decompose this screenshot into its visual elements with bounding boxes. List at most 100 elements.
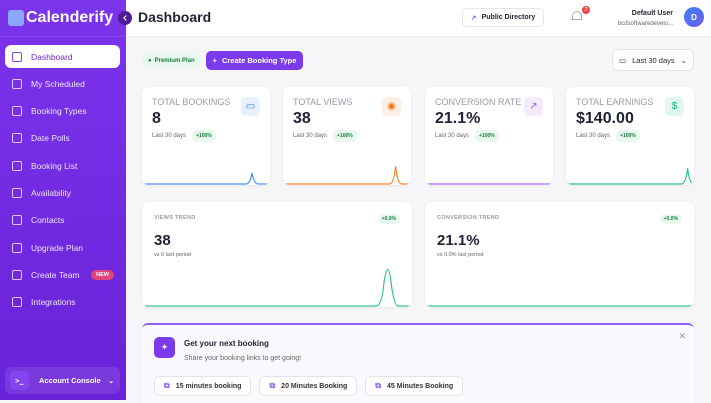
stat-sub: Last 30 days +100% — [435, 130, 499, 142]
calendar-icon — [12, 160, 22, 171]
sidebar-item-create-team[interactable]: Create Team NEW — [5, 263, 120, 286]
link-icon — [12, 106, 22, 117]
stat-period: Last 30 days — [576, 133, 611, 139]
sparkline — [283, 166, 411, 185]
dollar-icon: $ — [665, 97, 684, 116]
sidebar-item-contacts[interactable]: Contacts — [5, 209, 120, 232]
header: Dashboard ↗ Public Directory 2 Default Us… — [126, 0, 711, 37]
next-booking-banner: ✦ Get your next booking Share your booki… — [142, 323, 694, 403]
sidebar-item-booking-types[interactable]: Booking Types — [5, 100, 120, 123]
date-range-select[interactable]: ▭ Last 30 days ⌄ — [612, 49, 694, 71]
banner-subtitle: Share your booking links to get going! — [184, 355, 302, 362]
trend-sub: vs 0.0% last period — [437, 252, 484, 258]
plus-icon: + — [212, 56, 217, 65]
avatar[interactable]: D — [684, 7, 704, 27]
stat-value: 21.1% — [435, 110, 481, 127]
clock-icon — [12, 187, 22, 198]
grid-icon — [12, 51, 22, 62]
sidebar-item-label: Dashboard — [31, 51, 73, 62]
public-directory-button[interactable]: ↗ Public Directory — [462, 8, 544, 27]
stat-value: 8 — [152, 110, 161, 127]
user-email: bcdsoftwaredevelo... — [617, 21, 673, 27]
list-check-icon — [12, 133, 22, 144]
stat-period: Last 30 days — [152, 133, 187, 139]
stat-card: TOTAL VIEWS 38 Last 30 days +100% ◉ — [283, 87, 411, 185]
stat-label: TOTAL EARNINGS — [576, 97, 654, 107]
trending-up-icon: ↗ — [524, 97, 543, 116]
delta-badge: +0.0% — [659, 214, 682, 224]
sidebar-item-label: My Scheduled — [31, 78, 85, 89]
trend-label: VIEWS TREND — [154, 215, 196, 221]
terminal-icon: >_ — [10, 371, 29, 390]
account-console-label: Account Console — [39, 376, 101, 385]
close-icon[interactable]: ✕ — [678, 331, 686, 341]
trend-line — [425, 305, 694, 307]
delta-badge: +100% — [475, 130, 499, 142]
external-link-icon: ↗ — [470, 14, 477, 22]
trend-label: CONVERSION TREND — [437, 215, 500, 221]
account-console-button[interactable]: >_ Account Console ⌄ — [5, 367, 120, 394]
delta-badge: +0.0% — [377, 214, 400, 224]
calendar-icon: ▭ — [241, 97, 260, 116]
booking-link-label: 45 Minutes Booking — [387, 382, 454, 390]
stat-label: TOTAL BOOKINGS — [152, 97, 231, 107]
logo[interactable]: Calenderify — [0, 0, 126, 37]
calendar-icon — [12, 78, 22, 89]
stat-sub: Last 30 days +100% — [576, 130, 640, 142]
sidebar-item-label: Availability — [31, 187, 72, 198]
sidebar-item-label: Contacts — [31, 215, 65, 226]
collapse-sidebar-button[interactable] — [118, 11, 132, 25]
sidebar-item-my-scheduled[interactable]: My Scheduled — [5, 72, 120, 95]
booking-link-button[interactable]: ⧉ 45 Minutes Booking — [365, 376, 464, 396]
create-booking-type-button[interactable]: + Create Booking Type — [206, 51, 303, 70]
delta-badge: +100% — [333, 130, 357, 142]
stat-card: TOTAL EARNINGS $140.00 Last 30 days +100%… — [566, 87, 694, 185]
trend-card: CONVERSION TREND 21.1% vs 0.0% last peri… — [425, 202, 694, 307]
banner-title: Get your next booking — [184, 339, 269, 348]
delta-badge: +100% — [616, 130, 640, 142]
sidebar-nav: Dashboard My Scheduled Booking Types Date P… — [5, 45, 120, 318]
notification-badge: 2 — [582, 6, 590, 14]
blocks-icon — [12, 297, 22, 308]
user-name: Default User — [631, 10, 673, 17]
page-title: Dashboard — [138, 9, 212, 25]
sidebar-item-date-polls[interactable]: Date Polls — [5, 127, 120, 150]
sidebar-item-upgrade-plan[interactable]: Upgrade Plan — [5, 236, 120, 259]
sidebar-item-integrations[interactable]: Integrations — [5, 291, 120, 314]
booking-link-button[interactable]: ⧉ 15 minutes booking — [154, 376, 252, 396]
copy-icon: ⧉ — [164, 381, 170, 390]
sidebar-item-booking-list[interactable]: Booking List — [5, 154, 120, 177]
stat-value: $140.00 — [576, 110, 634, 127]
chevron-down-icon: ⌄ — [108, 377, 114, 385]
sparkles-icon — [12, 242, 22, 253]
booking-link-label: 15 minutes booking — [175, 382, 242, 390]
create-label: Create Booking Type — [221, 56, 297, 65]
stat-period: Last 30 days — [293, 133, 328, 139]
sidebar-item-availability[interactable]: Availability — [5, 181, 120, 204]
trend-value: 21.1% — [437, 232, 480, 249]
sidebar-item-label: Upgrade Plan — [31, 242, 83, 253]
premium-plan-badge: ● Premium Plan — [142, 54, 201, 67]
booking-link-button[interactable]: ⧉ 20 Minutes Booking — [259, 376, 358, 396]
sparkline — [142, 172, 270, 185]
stat-card: TOTAL BOOKINGS 8 Last 30 days +100% ▭ — [142, 87, 270, 185]
sidebar: Calenderify Dashboard My Scheduled Booking… — [0, 0, 126, 400]
users-icon — [12, 215, 22, 226]
public-directory-label: Public Directory — [481, 14, 536, 21]
sidebar-item-label: Booking List — [31, 160, 78, 171]
bell-icon[interactable] — [571, 11, 582, 22]
stat-sub: Last 30 days +100% — [293, 130, 357, 142]
trend-card: VIEWS TREND 38 vs 0 last period +0.0% — [142, 202, 412, 307]
stat-sub: Last 30 days +100% — [152, 130, 216, 142]
stat-value: 38 — [293, 110, 311, 127]
plan-label: Premium Plan — [154, 57, 195, 64]
app-name: Calenderify — [26, 9, 114, 26]
trend-line — [142, 268, 412, 307]
range-label: Last 30 days — [632, 55, 675, 65]
sidebar-item-dashboard[interactable]: Dashboard — [5, 45, 120, 68]
chevron-down-icon: ⌄ — [680, 55, 687, 65]
copy-icon: ⧉ — [375, 381, 382, 390]
new-badge: NEW — [91, 269, 114, 280]
sidebar-item-label: Date Polls — [31, 133, 70, 144]
booking-link-label: 20 Minutes Booking — [281, 382, 348, 390]
